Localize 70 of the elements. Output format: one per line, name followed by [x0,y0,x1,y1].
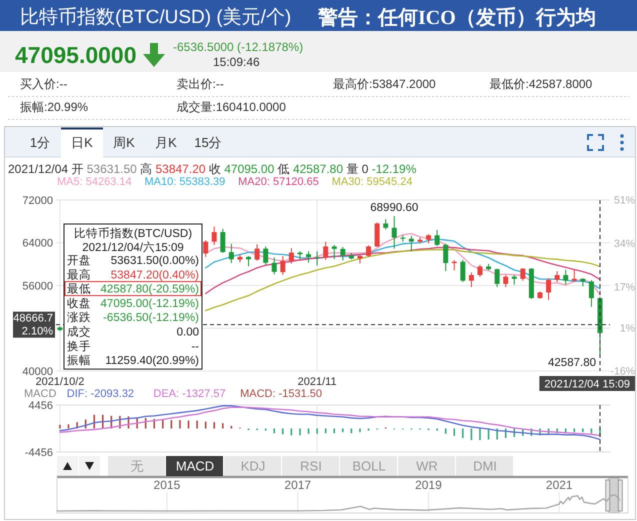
text: 日K [71,135,94,150]
text: MA10: 55383.39 [144,176,226,188]
annotation: 68990.60 [370,202,418,214]
text: MACD: -1531.50 [240,388,322,400]
annotation: 42587.80(-20.59%) [100,284,200,296]
text: WR [416,458,438,474]
y2-tick-label: 1% [620,322,635,334]
annotation: 47095.00(-12.19%) [100,298,200,310]
y2-tick-label: -16% [610,366,635,378]
text: 振幅:20.99% [20,100,88,114]
text: 比特币指数(BTC/USD) (美元/个) [20,6,292,28]
text: 最高价:53847.2000 [333,77,436,91]
text: 1分 [30,135,50,150]
annotation: 42587.80 [548,357,596,370]
annotation: 53847.20(0.40%) [110,269,200,282]
text: 卖出价:-- [176,77,224,91]
annotation: -- [191,340,200,353]
y-tick-label: 40000 [22,366,53,378]
text: 周K [113,135,136,150]
text: MA20: 57120.65 [238,176,319,188]
y2-tick-label: 17% [614,281,635,294]
annotation: 收盘 [67,296,91,310]
text: BOLL [352,458,386,474]
text: 15:09:46 [213,55,260,69]
annotation: -6536.50(-12.19%) [103,312,200,324]
annotation: 成交 [67,324,91,338]
text: MA30: 59545.24 [332,176,412,188]
annotation: 53631.50(0.00%) [110,255,200,267]
text: DMI [473,458,497,474]
text: 最低价:42587.8000 [490,77,593,91]
annotation: 最低 [67,282,91,296]
y-tick-label: 4456 [28,400,53,412]
text: -6536.5000 (-12.1878%) [173,40,304,54]
annotation: 比特币指数(BTC/USD) [74,226,192,240]
text: 2021/12/04 开 53631.50 高 53847.20 收 47095.00 低 42587.80 量 0 -12.19% [8,162,416,176]
x-tick-label: 2021/11 [298,376,337,388]
annotation: 最高 [67,267,91,282]
series-label: DIF: -2093.32 [66,388,134,400]
x-tick-label: 2021/10/2 [35,376,84,388]
text: MACD [176,458,214,474]
annotation: 换手 [67,338,91,353]
y-tick-label: 64000 [22,238,53,250]
text: MA5: 54263.14 [57,176,132,188]
y2-tick-label: 51% [614,194,635,207]
series-label: DEA: -1327.57 [153,388,226,400]
annotation: 0.00 [176,326,199,338]
x-tick-label: 2021 [546,478,573,492]
annotation: 振幅 [67,354,91,368]
y2-tick-label: 34% [614,238,635,250]
x-tick-label: 2017 [284,478,312,492]
text: 警告：任何ICO（发币）行为均 [317,6,596,29]
annotation: 开盘 [67,254,91,267]
chart-title: MACD [24,388,56,400]
annotation: 涨跌 [67,311,91,324]
text: 成交量:160410.0000 [176,100,286,114]
annotation: 2021/12/04/六15:09 [82,240,184,254]
text: 月K [155,135,178,150]
y-tick-label: -4456 [24,446,53,459]
text: 买入价:-- [20,77,68,91]
text: 47095.0000 [15,42,137,68]
annotation: 11259.40(20.99%) [105,355,200,368]
ref-line-label: 2021/12/04 15:09 [544,378,630,390]
text: 无 [130,458,144,474]
text: RSI [300,458,322,474]
y-tick-label: 72000 [22,194,53,207]
text: 15分 [194,135,222,150]
x-tick-label: 2019 [415,478,442,492]
y-tick-label: 56000 [22,280,53,292]
x-tick-label: 2015 [154,478,181,492]
text: KDJ [240,458,266,474]
